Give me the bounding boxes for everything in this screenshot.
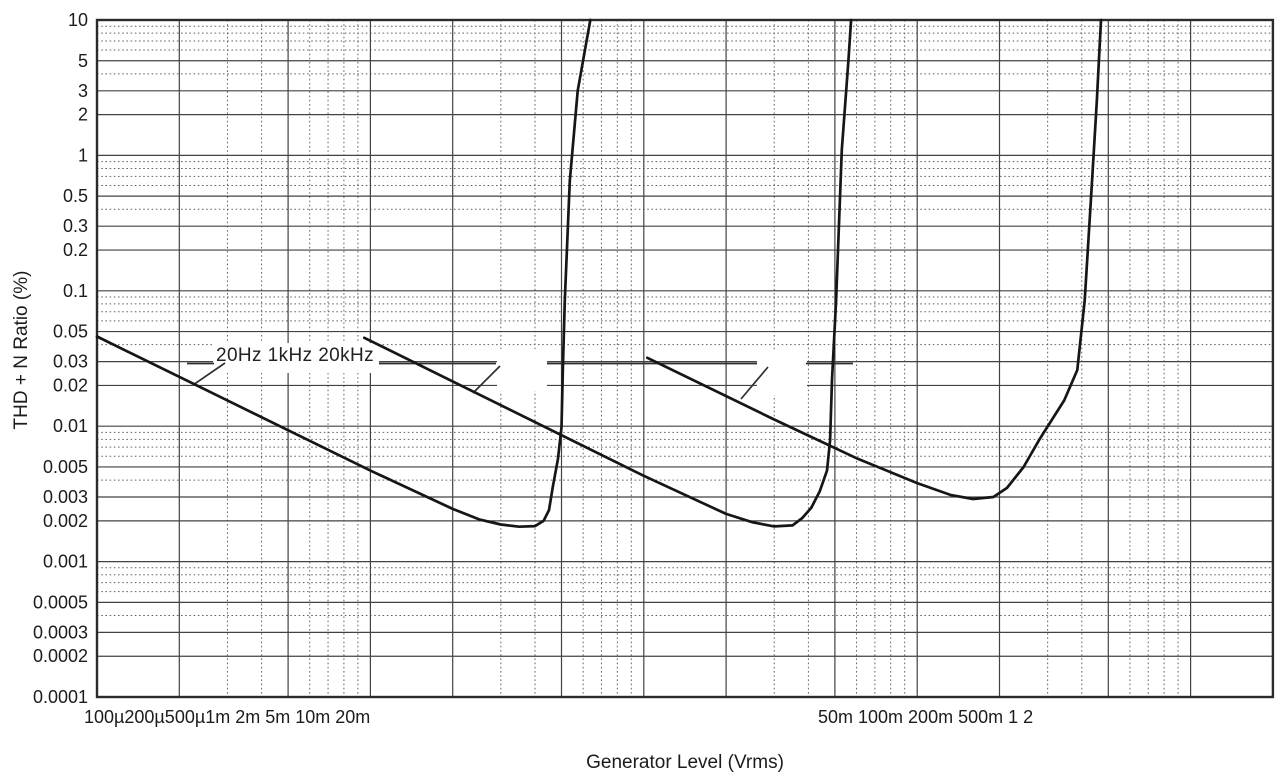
y-tick-label: 0.002: [43, 511, 88, 531]
legend-text-mask: [213, 343, 379, 373]
y-tick-label: 0.1: [63, 281, 88, 301]
y-tick-label: 0.001: [43, 552, 88, 572]
y-tick-label: 0.005: [43, 457, 88, 477]
y-tick-label: 10: [68, 10, 88, 30]
plot-border: [95, 18, 1275, 699]
y-tick-label: 0.0005: [33, 592, 88, 612]
y-tick-label: 2: [78, 105, 88, 125]
y-tick-label: 3: [78, 81, 88, 101]
y-tick-label: 0.0001: [33, 687, 88, 707]
curve-20khz: [645, 18, 1103, 501]
y-tick-label: 5: [78, 51, 88, 71]
legend-leader-tick: [740, 366, 769, 400]
y-tick-label: 0.0003: [33, 622, 88, 642]
y-tick-label: 0.02: [53, 375, 88, 395]
y-tick-label: 0.2: [63, 240, 88, 260]
legend-leader-tick: [472, 365, 501, 394]
curve-1khz: [362, 18, 853, 528]
y-tick-label: 0.0002: [33, 646, 88, 666]
x-axis-title: Generator Level (Vrms): [586, 752, 784, 773]
y-tick-label: 0.003: [43, 487, 88, 507]
leader-mask-20khz: [757, 351, 807, 395]
legend-curve-labels: 20Hz 1kHz 20kHz: [216, 345, 375, 366]
x-tick-labels-right-group: 50m 100m 200m 500m 1 2: [818, 707, 1034, 727]
y-tick-label: 0.03: [53, 352, 88, 372]
y-tick-label: 0.05: [53, 322, 88, 342]
x-tick-labels-left-group: 100µ200µ500µ1m 2m 5m 10m 20m: [84, 707, 371, 727]
curve-20hz: [95, 18, 592, 529]
y-tick-label: 0.01: [53, 416, 88, 436]
y-axis-title: THD + N Ratio (%): [11, 270, 32, 430]
y-tick-label: 0.5: [63, 186, 88, 206]
y-tick-label: 0.3: [63, 216, 88, 236]
legend-leader-tick: [192, 362, 226, 386]
leader-mask-1khz: [497, 349, 547, 391]
y-tick-label: 1: [78, 145, 88, 165]
